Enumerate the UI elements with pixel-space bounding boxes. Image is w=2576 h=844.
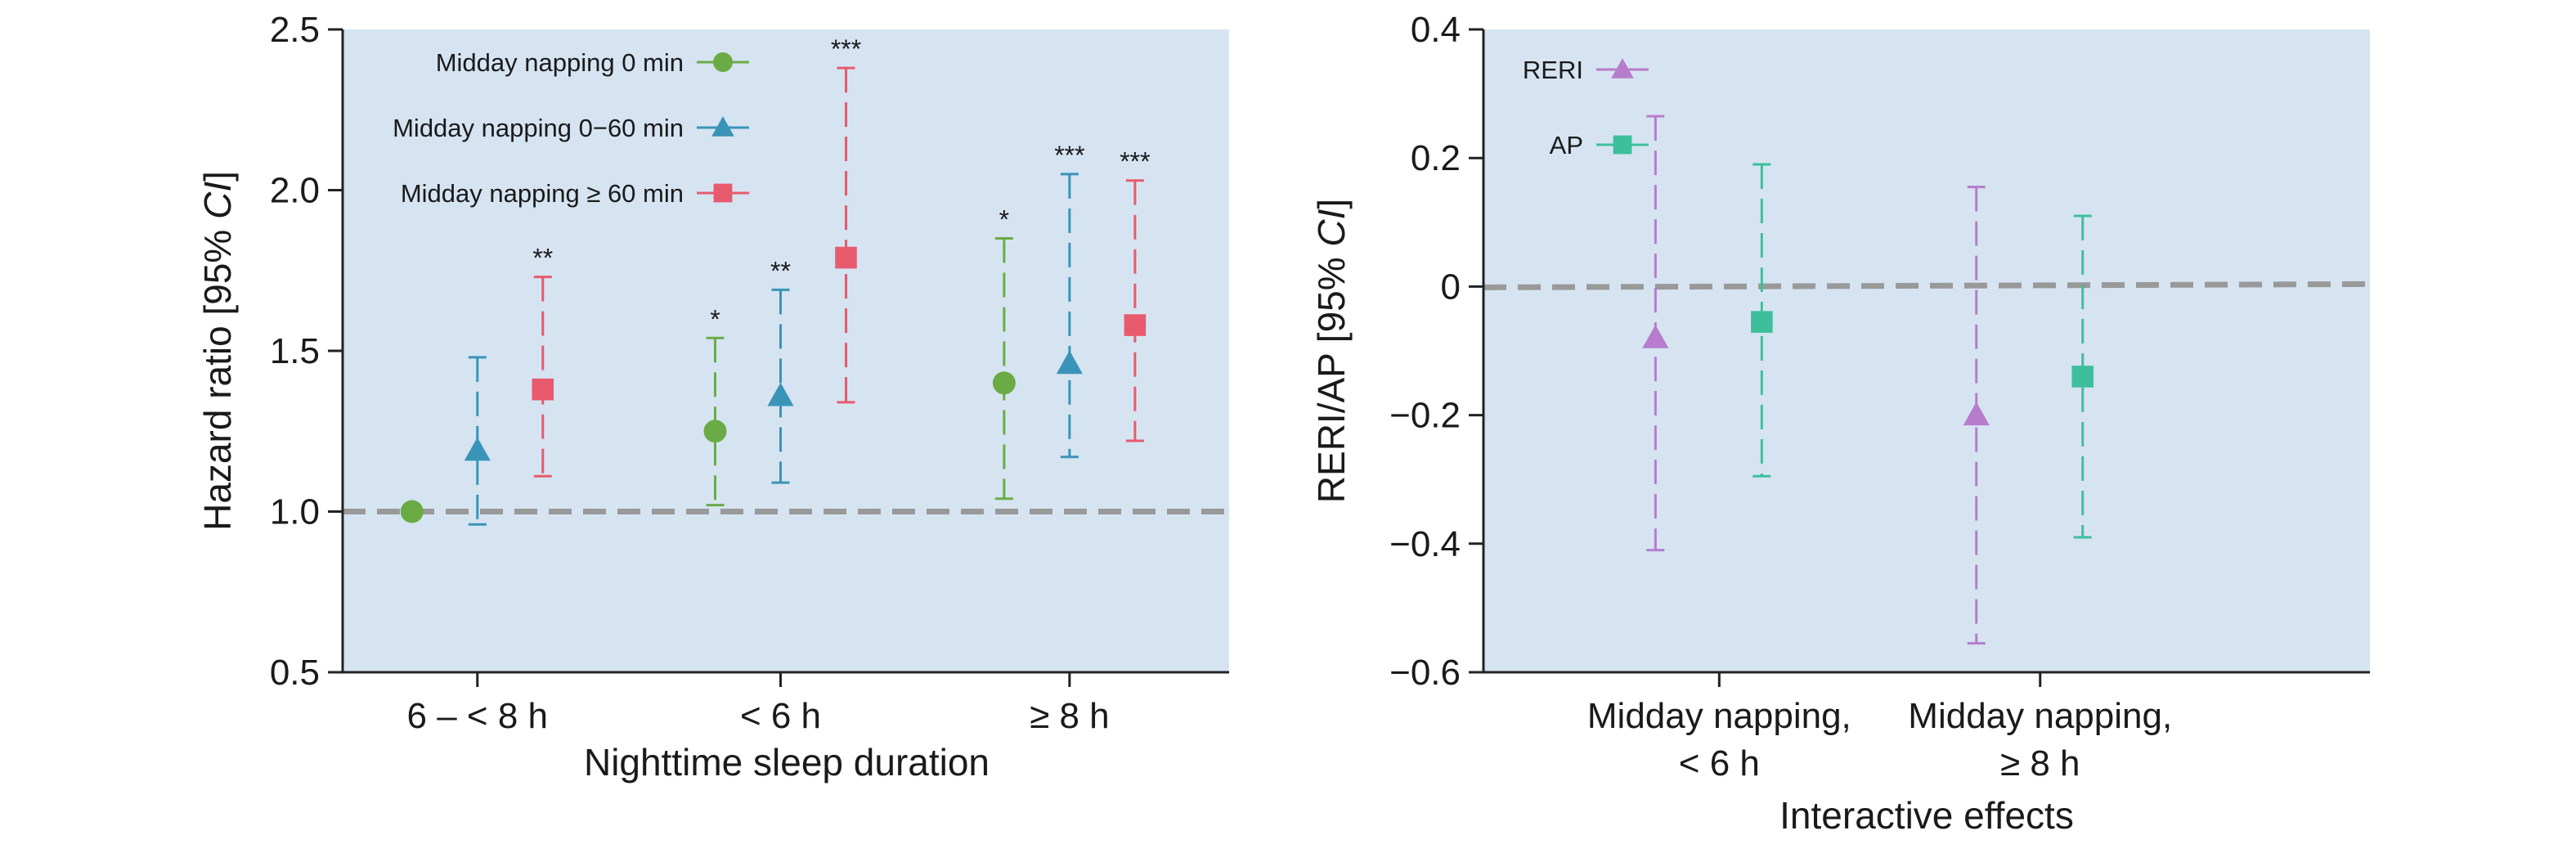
data-point [1056,350,1083,375]
legend-label: Midday napping ≥ 60 min [401,179,684,208]
significance-label: ** [532,244,553,273]
y-tick-label: 0 [1441,267,1461,307]
data-point [464,437,491,461]
significance-label: *** [831,34,861,64]
significance-label: * [710,304,720,334]
data-point [835,246,857,269]
data-point [532,378,554,401]
y-tick-label: 2.5 [270,10,320,50]
significance-label: *** [1120,147,1150,177]
data-point [767,382,794,406]
series-0 [1642,114,1990,645]
legend: Midday napping 0 min Midday napping 0−60 … [393,48,749,208]
data-point [703,420,727,443]
legend-label: RERI [1523,56,1583,84]
data-point [992,371,1016,395]
y-tick-label: −0.4 [1389,524,1461,564]
legend-marker [713,183,733,203]
significance-label: *** [1054,141,1084,170]
x-tick-label: Midday napping, [1908,696,2172,736]
series-0: ** [400,204,1016,523]
x-tick-label: 6 – < 8 h [407,696,548,736]
y-axis-title: Hazard ratio [95% CI] [196,171,239,531]
x-tick-label: < 6 h [740,696,821,736]
y-tick-label: 0.5 [270,653,320,693]
legend-label: AP [1550,131,1583,159]
data-point [400,500,424,523]
y-tick-label: −0.2 [1389,396,1461,436]
data-point [1642,325,1669,348]
plot-area [343,29,1229,672]
data-point [2071,366,2094,388]
x-tick-label: ≥ 8 h [1030,696,1110,736]
y-tick-label: 2.0 [270,171,320,211]
hazard-ratio-chart: 0.5 1.0 1.5 2.0 2.5 Hazard ratio [95% CI] 6 – … [196,10,1229,783]
legend-marker [711,116,734,137]
plot-area [1483,29,2370,672]
x-axis-title: Interactive effects [1779,794,2074,837]
series-1 [1751,163,2094,539]
legend-label: Midday napping 0 min [436,48,684,77]
x-tick-label: < 6 h [1679,743,1760,783]
x-tick-label: ≥ 8 h [2000,743,2080,783]
data-point [1124,314,1147,336]
significance-label: ** [770,256,791,285]
y-tick-label: 0.4 [1411,10,1461,50]
series-1: ***** [464,141,1085,526]
y-axis-title: RERI/AP [95% CI] [1310,199,1353,503]
y-tick-label: 0.2 [1411,138,1461,178]
legend-marker [713,52,733,72]
reri-ap-chart: −0.6 −0.4 −0.2 0 0.2 0.4 RERI/AP [95% CI] Midda… [1310,10,2371,837]
x-axis-title: Nighttime sleep duration [584,741,990,783]
reference-line [1483,281,2371,290]
x-tick-label: Midday napping, [1587,696,1851,736]
legend-label: Midday napping 0−60 min [393,114,684,142]
significance-label: * [999,204,1009,234]
legend-marker [1613,135,1632,155]
series-2: ******** [532,34,1151,478]
legend: RERI AP [1523,56,1649,159]
y-tick-label: 1.5 [270,331,320,371]
y-tick-label: 1.0 [270,492,320,532]
data-point [1751,311,1773,333]
y-tick-label: −0.6 [1389,653,1461,693]
data-point [1963,402,1990,426]
legend-marker [1611,58,1634,79]
